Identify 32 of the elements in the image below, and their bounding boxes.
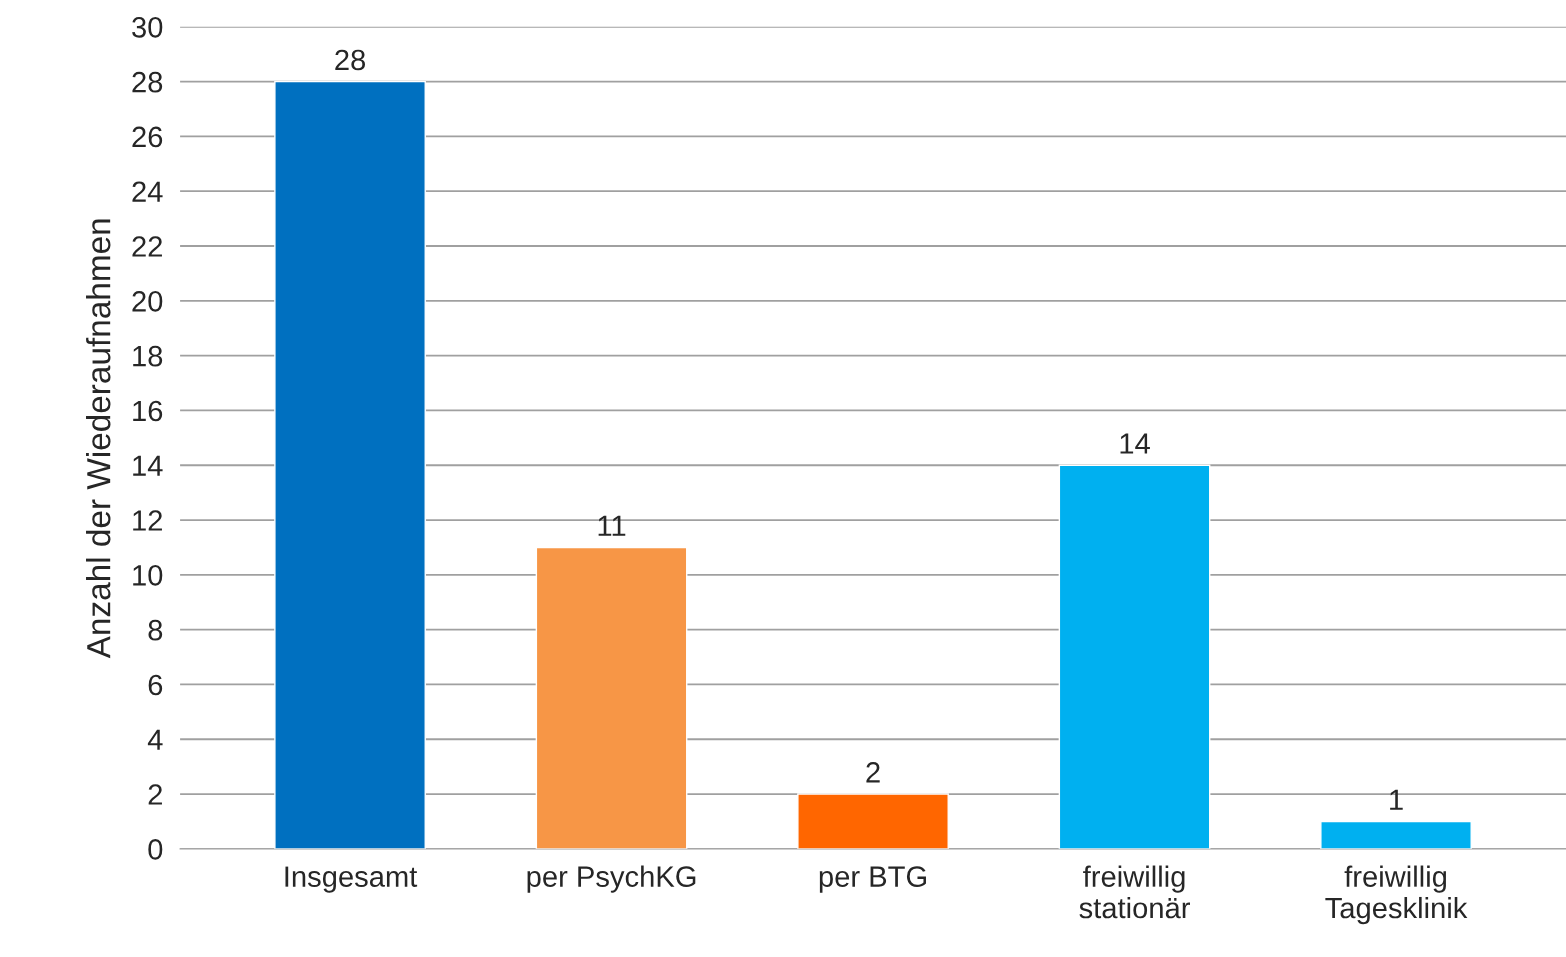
y-tick-label: 22	[132, 236, 162, 257]
bar	[1320, 820, 1472, 849]
data-label: 11	[598, 515, 626, 536]
y-tick-label: 16	[133, 400, 163, 422]
x-tick-label: Insgesamt	[285, 866, 418, 893]
y-tick-label: 14	[133, 455, 163, 476]
y-tick-label: 2	[148, 784, 162, 805]
data-label: 1	[1390, 789, 1403, 810]
x-tick-label: per PsychKG	[527, 865, 696, 893]
y-tick-label: 18	[133, 345, 163, 367]
x-tick-label: per BTG	[819, 866, 926, 893]
bar	[535, 546, 688, 849]
data-label: 14	[1120, 433, 1150, 454]
y-tick-label: 12	[133, 510, 162, 531]
y-tick-label: 6	[148, 674, 163, 696]
y-tick-label: 8	[148, 619, 163, 641]
y-tick-label: 0	[148, 839, 163, 860]
y-tick-label: 20	[132, 291, 163, 312]
y-tick-label: 10	[133, 565, 163, 586]
y-tick-label: 26	[132, 126, 163, 148]
bar	[1058, 464, 1211, 849]
x-tick-label: freiwillig stationär	[1079, 865, 1190, 919]
y-tick-label: 28	[132, 71, 163, 93]
y-axis-title: Anzahl der Wiederaufnahmen	[86, 219, 111, 659]
bar	[797, 793, 949, 849]
bar	[274, 80, 426, 849]
y-tick-label: 4	[147, 729, 163, 750]
y-tick-label: 30	[132, 17, 163, 38]
data-label: 28	[335, 49, 366, 71]
y-tick-label: 24	[132, 181, 163, 202]
x-tick-label: freiwillig Tagesklinik	[1325, 865, 1468, 925]
data-label: 2	[866, 762, 880, 783]
